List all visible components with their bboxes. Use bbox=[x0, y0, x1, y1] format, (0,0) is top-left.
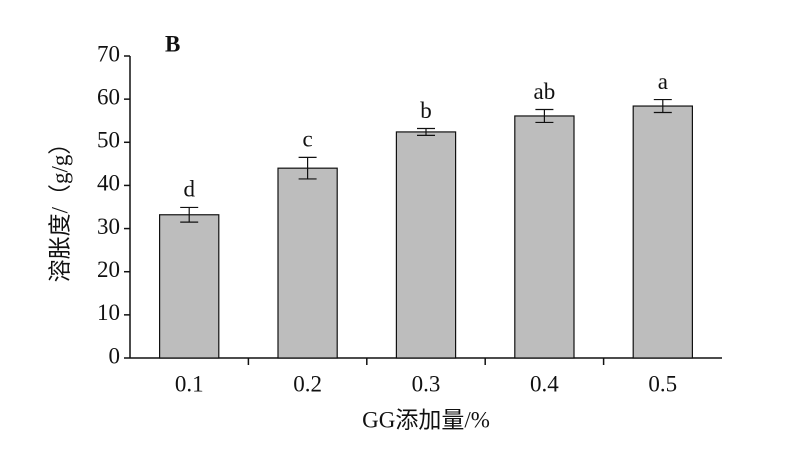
x-tick-label: 0.3 bbox=[412, 371, 441, 396]
error-bar bbox=[535, 108, 554, 124]
x-tick-label: 0.4 bbox=[530, 371, 559, 396]
error-bar bbox=[298, 156, 317, 180]
y-tick-label: 0 bbox=[109, 343, 121, 368]
error-bar bbox=[417, 127, 435, 136]
y-tick-label: 70 bbox=[97, 41, 120, 66]
y-tick-label: 30 bbox=[97, 214, 120, 239]
x-tick-label: 0.1 bbox=[175, 371, 204, 396]
significance-letter: c bbox=[302, 127, 312, 152]
y-axis-label: 溶胀度/（g/g） bbox=[47, 132, 72, 283]
bar bbox=[159, 214, 220, 359]
y-tick-label: 20 bbox=[97, 257, 120, 282]
x-axis-label: GG添加量/% bbox=[362, 407, 490, 432]
y-tick-label: 60 bbox=[97, 84, 120, 109]
y-tick-label: 50 bbox=[97, 128, 120, 153]
significance-letter: a bbox=[658, 69, 668, 94]
bar bbox=[277, 167, 338, 359]
significance-letter: b bbox=[420, 98, 432, 123]
panel-label: B bbox=[165, 31, 180, 56]
x-tick-label: 0.2 bbox=[293, 371, 322, 396]
bar bbox=[395, 131, 457, 359]
bar bbox=[514, 115, 575, 359]
significance-letter: ab bbox=[534, 79, 556, 104]
error-bar bbox=[180, 206, 199, 223]
x-tick-label: 0.5 bbox=[648, 371, 677, 396]
bar bbox=[632, 105, 694, 359]
y-tick-label: 40 bbox=[97, 171, 120, 196]
y-tick-label: 10 bbox=[97, 300, 120, 325]
significance-letter: d bbox=[183, 177, 195, 202]
error-bar bbox=[653, 98, 672, 114]
